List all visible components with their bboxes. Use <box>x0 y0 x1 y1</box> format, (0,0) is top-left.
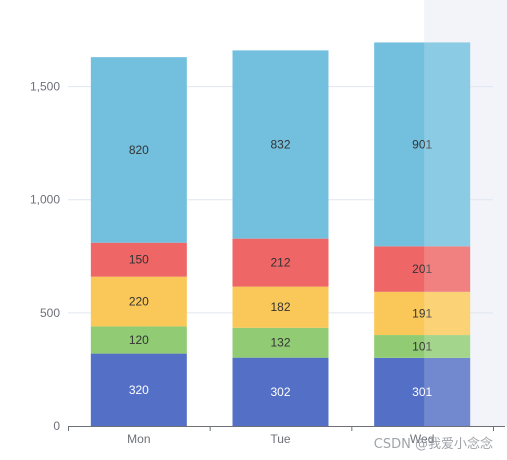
y-tick-label: 1,500 <box>30 80 60 94</box>
x-tick-label: Wed <box>410 432 434 446</box>
x-tick-label: Mon <box>127 432 150 446</box>
bar-segment <box>232 357 329 426</box>
data-label: 302 <box>270 385 290 399</box>
data-label: 832 <box>270 138 290 152</box>
hover-overlay <box>424 42 471 427</box>
data-label: 301 <box>412 385 432 399</box>
bar-segment <box>232 238 329 287</box>
bar-segment <box>374 246 471 292</box>
bar-segment <box>232 327 329 358</box>
data-label: 101 <box>412 339 432 353</box>
bar-segment <box>90 276 187 327</box>
data-label: 191 <box>412 306 432 320</box>
data-label: 201 <box>412 262 432 276</box>
bar-segment <box>232 50 329 239</box>
watermark: CSDN @我爱小念念 <box>373 437 493 452</box>
bar-segment <box>90 353 187 426</box>
bar-segment <box>374 42 471 247</box>
y-tick-label: 0 <box>53 419 60 433</box>
data-label: 320 <box>129 383 149 397</box>
data-label: 150 <box>129 253 149 267</box>
data-label: 132 <box>270 336 290 350</box>
bar-segment <box>90 242 187 277</box>
bar-segment <box>232 286 329 328</box>
bar-segment <box>374 291 471 336</box>
bar-segment <box>374 335 471 358</box>
bar-segment <box>90 57 187 243</box>
y-tick-label: 500 <box>40 306 60 320</box>
data-label: 901 <box>412 137 432 151</box>
x-tick-label: Tue <box>270 432 291 446</box>
data-label: 182 <box>270 300 290 314</box>
bar-segment <box>90 326 187 354</box>
data-label: 820 <box>129 143 149 157</box>
data-label: 120 <box>129 333 149 347</box>
data-label: 220 <box>129 295 149 309</box>
data-label: 212 <box>270 256 290 270</box>
y-tick-label: 1,000 <box>30 193 60 207</box>
bar-segment <box>374 357 471 426</box>
